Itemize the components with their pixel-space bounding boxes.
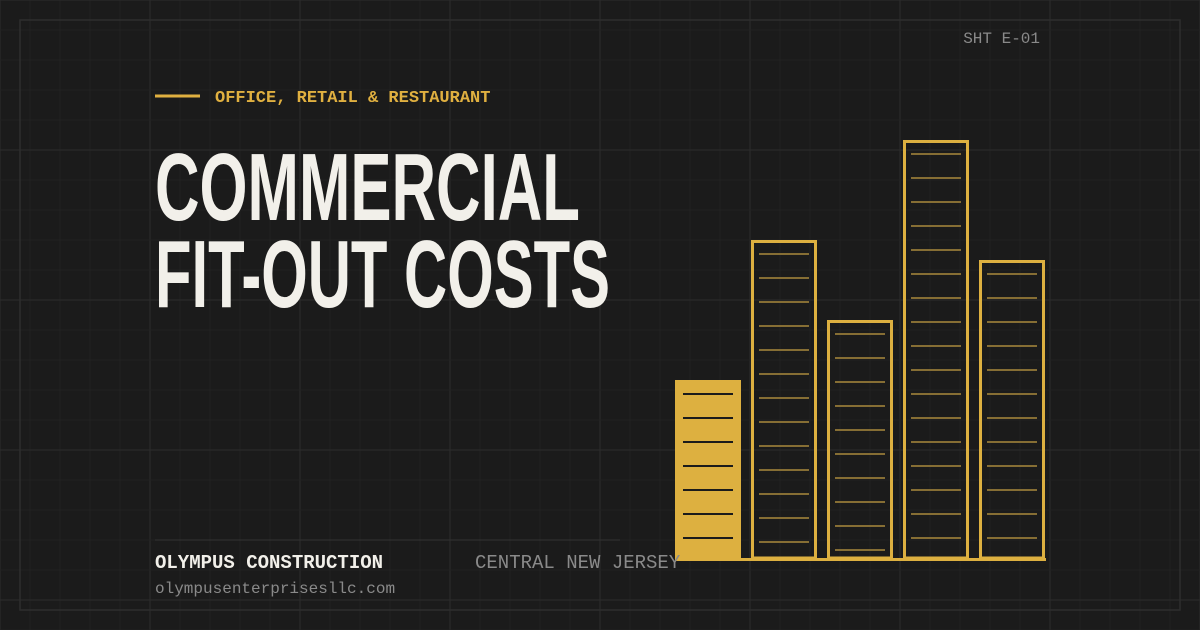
frame — [19, 19, 1181, 611]
website: olympusenterprisesllc.com — [155, 580, 395, 598]
building — [675, 380, 741, 558]
title-line: COMMERCIAL — [155, 134, 580, 241]
buildings — [675, 140, 1046, 561]
eyebrow: OFFICE, RETAIL & RESTAURANT — [215, 89, 490, 108]
title-line: FIT-OUT COSTS — [155, 221, 610, 328]
company: OLYMPUS CONSTRUCTION — [155, 552, 383, 574]
region: CENTRAL NEW JERSEY — [475, 552, 681, 574]
sheet-number: SHT E-01 — [963, 30, 1040, 48]
